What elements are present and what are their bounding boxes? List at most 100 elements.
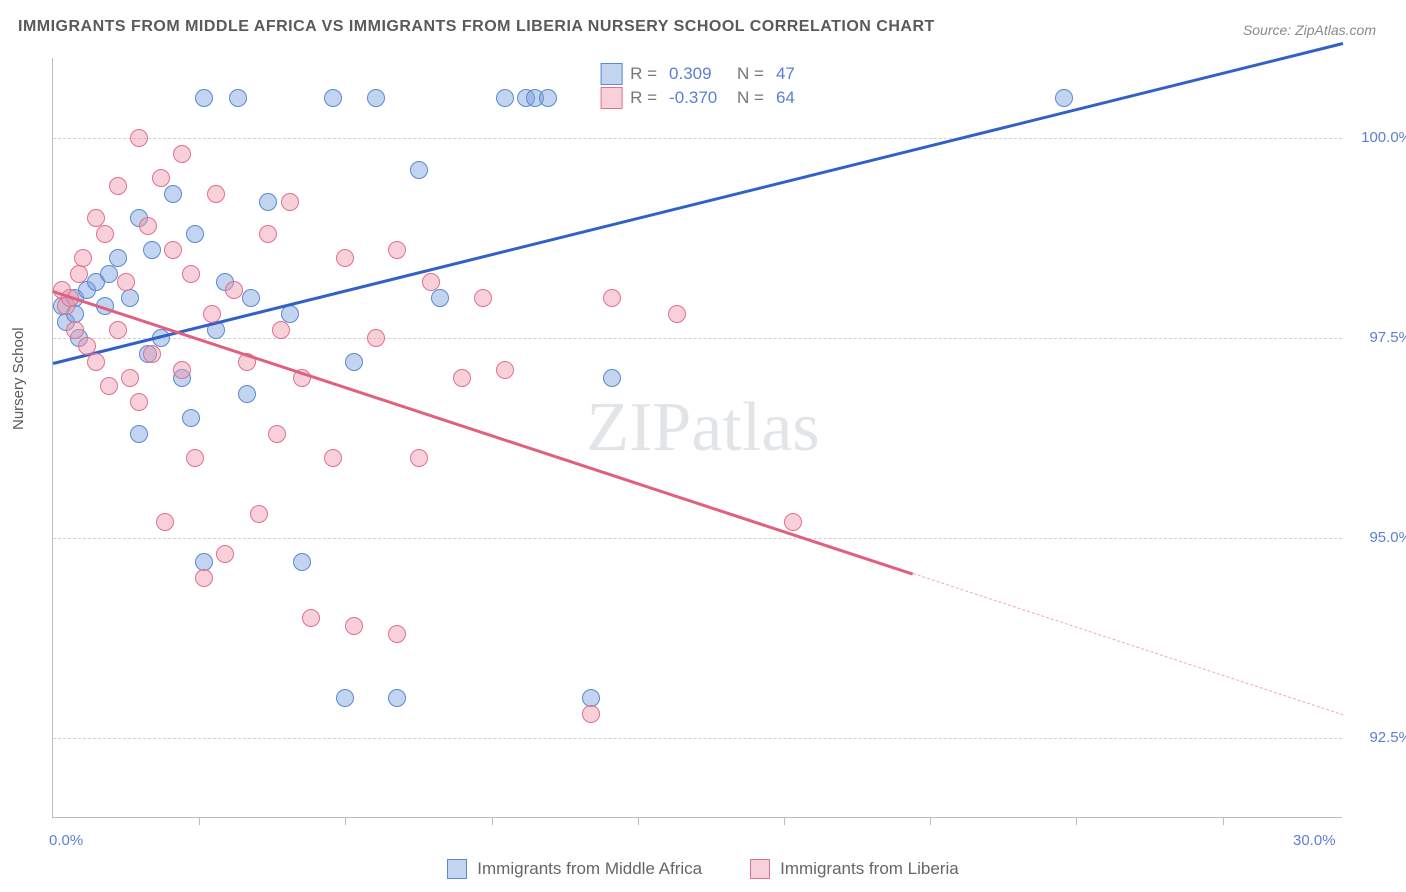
data-point [130, 393, 148, 411]
data-point [474, 289, 492, 307]
legend-r-label: R = [630, 88, 657, 108]
data-point [152, 169, 170, 187]
legend-top: R = 0.309 N = 47 R = -0.370 N = 64 [600, 62, 795, 110]
regression-line [913, 573, 1343, 715]
data-point [293, 553, 311, 571]
legend-swatch [447, 859, 467, 879]
data-point [121, 369, 139, 387]
legend-r-value: -0.370 [669, 88, 729, 108]
data-point [431, 289, 449, 307]
data-point [182, 409, 200, 427]
data-point [281, 305, 299, 323]
data-point [216, 545, 234, 563]
data-point [784, 513, 802, 531]
gridline-h [53, 738, 1342, 739]
legend-label: Immigrants from Liberia [780, 859, 959, 879]
data-point [74, 249, 92, 267]
data-point [242, 289, 260, 307]
data-point [130, 129, 148, 147]
regression-line [53, 290, 914, 575]
data-point [388, 625, 406, 643]
data-point [87, 353, 105, 371]
xtick [1223, 817, 1224, 825]
data-point [121, 289, 139, 307]
legend-n-value: 64 [776, 88, 795, 108]
data-point [410, 161, 428, 179]
data-point [109, 177, 127, 195]
data-point [603, 369, 621, 387]
data-point [367, 89, 385, 107]
data-point [203, 305, 221, 323]
data-point [336, 249, 354, 267]
legend-n-label: N = [737, 64, 764, 84]
data-point [143, 241, 161, 259]
legend-top-row: R = 0.309 N = 47 [600, 62, 795, 86]
data-point [100, 265, 118, 283]
data-point [496, 89, 514, 107]
data-point [139, 217, 157, 235]
data-point [453, 369, 471, 387]
data-point [156, 513, 174, 531]
ytick-label: 92.5% [1352, 729, 1406, 746]
ytick-label: 100.0% [1352, 129, 1406, 146]
data-point [345, 617, 363, 635]
data-point [302, 609, 320, 627]
data-point [100, 377, 118, 395]
data-point [143, 345, 161, 363]
data-point [225, 281, 243, 299]
xtick [930, 817, 931, 825]
legend-r-value: 0.309 [669, 64, 729, 84]
data-point [603, 289, 621, 307]
data-point [281, 193, 299, 211]
xtick [345, 817, 346, 825]
legend-bottom-item: Immigrants from Middle Africa [447, 859, 702, 879]
data-point [345, 353, 363, 371]
data-point [173, 145, 191, 163]
gridline-h [53, 138, 1342, 139]
data-point [109, 249, 127, 267]
data-point [539, 89, 557, 107]
data-point [1055, 89, 1073, 107]
legend-bottom-item: Immigrants from Liberia [750, 859, 959, 879]
data-point [195, 89, 213, 107]
data-point [164, 185, 182, 203]
legend-top-row: R = -0.370 N = 64 [600, 86, 795, 110]
ytick-label: 95.0% [1352, 529, 1406, 546]
data-point [117, 273, 135, 291]
data-point [229, 89, 247, 107]
legend-r-label: R = [630, 64, 657, 84]
data-point [324, 449, 342, 467]
gridline-h [53, 338, 1342, 339]
xtick [1076, 817, 1077, 825]
data-point [268, 425, 286, 443]
data-point [164, 241, 182, 259]
data-point [259, 225, 277, 243]
data-point [195, 569, 213, 587]
xtick [784, 817, 785, 825]
source-text: Source: ZipAtlas.com [1243, 22, 1376, 38]
data-point [186, 225, 204, 243]
data-point [582, 705, 600, 723]
data-point [207, 185, 225, 203]
data-point [96, 225, 114, 243]
xtick [199, 817, 200, 825]
data-point [109, 321, 127, 339]
plot-area: 92.5%95.0%97.5%100.0%0.0%30.0%R = 0.309N… [52, 58, 1342, 818]
ytick-label: 97.5% [1352, 329, 1406, 346]
data-point [324, 89, 342, 107]
gridline-h [53, 538, 1342, 539]
data-point [250, 505, 268, 523]
data-point [182, 265, 200, 283]
data-point [238, 385, 256, 403]
y-axis-label: Nursery School [10, 327, 27, 430]
legend-swatch [600, 63, 622, 85]
data-point [367, 329, 385, 347]
data-point [388, 689, 406, 707]
xtick [492, 817, 493, 825]
data-point [130, 425, 148, 443]
xtick-label: 30.0% [1293, 832, 1336, 849]
data-point [668, 305, 686, 323]
legend-n-label: N = [737, 88, 764, 108]
legend-swatch [750, 859, 770, 879]
legend-n-value: 47 [776, 64, 795, 84]
